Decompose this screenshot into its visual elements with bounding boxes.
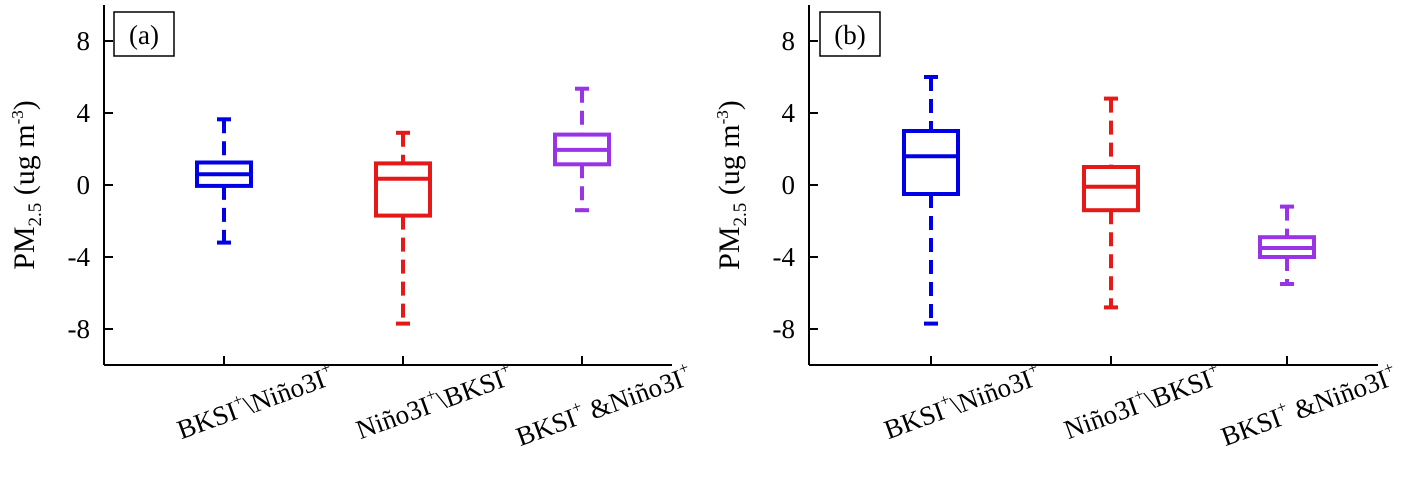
box-plot-2: [374, 130, 432, 326]
x-category-label-part: &Niño3I: [1284, 364, 1392, 428]
x-category-label: BKSI+\Niño3I+: [172, 358, 338, 445]
x-category-label: BKSI+\Niño3I+: [879, 358, 1045, 445]
x-category-label-part: BKSI: [173, 396, 241, 445]
x-category-label-part: BKSI: [880, 396, 948, 445]
x-category-label: BKSI+ &Niño3I+: [1216, 358, 1401, 452]
panel-label: (b): [834, 20, 865, 50]
x-category-label-part: \BKSI: [433, 364, 508, 416]
box-plot-1: [195, 117, 253, 245]
y-axis-title-unit: (ug m: [713, 124, 746, 202]
y-tick-label: 4: [77, 98, 91, 128]
y-axis-title-base: PM: [713, 226, 746, 269]
panel-label-box: [113, 11, 175, 57]
iqr-box: [902, 129, 960, 196]
y-tick-label: 0: [77, 170, 91, 200]
y-axis-title-sub: 2.5: [25, 203, 46, 227]
y-axis-title: PM2.5 (ug m-3): [713, 100, 751, 270]
x-category-label-part: Niño3I: [1060, 391, 1142, 445]
panel-label: (a): [129, 20, 159, 50]
y-tick-label: -4: [68, 242, 91, 272]
box-plot-3: [553, 86, 611, 213]
y-tick-label: -8: [773, 314, 796, 344]
x-category-label-part: BKSI: [1217, 403, 1285, 452]
box-plot-3: [1258, 204, 1316, 286]
y-tick-label: 4: [782, 98, 796, 128]
x-category-label-part: \Niño3I: [240, 364, 329, 421]
x-category-label: BKSI+ &Niño3I+: [511, 358, 696, 452]
x-category-label-part: \BKSI: [1141, 364, 1216, 416]
y-axis-title-unit-sup: -3: [713, 110, 732, 124]
x-category-label-part: Niño3I: [352, 391, 434, 445]
y-axis-title-sub: 2.5: [730, 203, 751, 227]
y-axis-title-unit: (ug m: [8, 124, 41, 202]
box-plot-1: [902, 75, 960, 326]
box-plot-2: [1082, 96, 1140, 310]
y-tick-label: -4: [773, 242, 796, 272]
y-tick-label: 0: [782, 170, 796, 200]
y-axis-title: PM2.5 (ug m-3): [8, 100, 46, 270]
y-tick-label: 8: [77, 26, 91, 56]
x-category-label-part: \Niño3I: [947, 364, 1036, 421]
y-axis-title-unit-sup: -3: [8, 110, 27, 124]
y-axis-title-unit-close: ): [8, 100, 41, 110]
x-category-label-part: &Niño3I: [579, 364, 687, 428]
y-axis-title-base: PM: [8, 226, 41, 269]
x-category-label-part: BKSI: [512, 403, 580, 452]
x-category-label: Niño3I+\BKSI+: [351, 358, 517, 445]
y-tick-label: -8: [68, 314, 91, 344]
iqr-box: [374, 161, 432, 218]
y-axis-title-unit-close: ): [713, 100, 746, 110]
panel-label-box: [819, 11, 881, 57]
y-tick-label: 8: [782, 26, 796, 56]
x-category-label: Niño3I+\BKSI+: [1059, 358, 1225, 445]
